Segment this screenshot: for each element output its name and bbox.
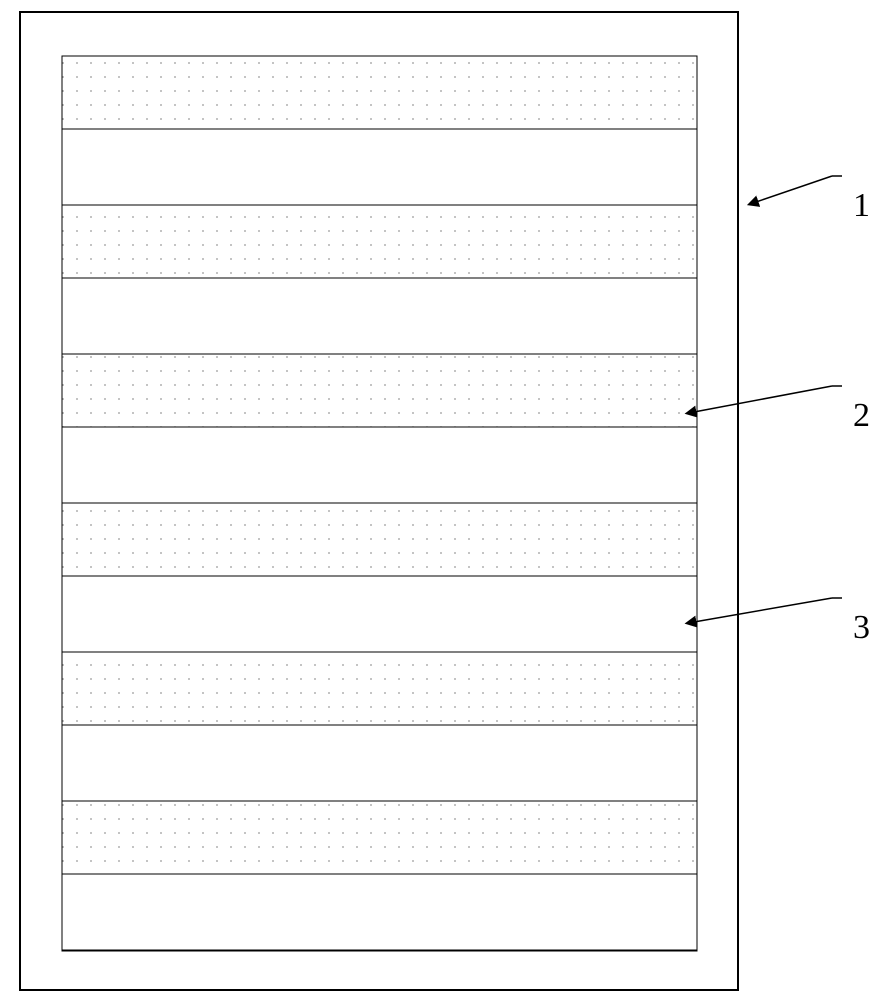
- leader-line: [694, 386, 832, 412]
- plain-stripe: [62, 725, 697, 801]
- callout-label: 3: [853, 609, 870, 646]
- dotted-stripe: [62, 56, 697, 129]
- plain-stripe: [62, 427, 697, 503]
- leader-line: [694, 598, 832, 622]
- plain-stripe: [62, 129, 697, 205]
- plain-stripe: [62, 576, 697, 652]
- dotted-stripe: [62, 652, 697, 725]
- callout-label: 2: [853, 397, 870, 434]
- dotted-stripe: [62, 205, 697, 278]
- plain-stripe: [62, 278, 697, 354]
- dotted-stripe: [62, 503, 697, 576]
- callout-label: 1: [853, 187, 870, 224]
- dotted-stripe: [62, 801, 697, 874]
- leader-line: [756, 176, 832, 202]
- plain-stripe: [62, 874, 697, 950]
- dotted-stripe: [62, 354, 697, 427]
